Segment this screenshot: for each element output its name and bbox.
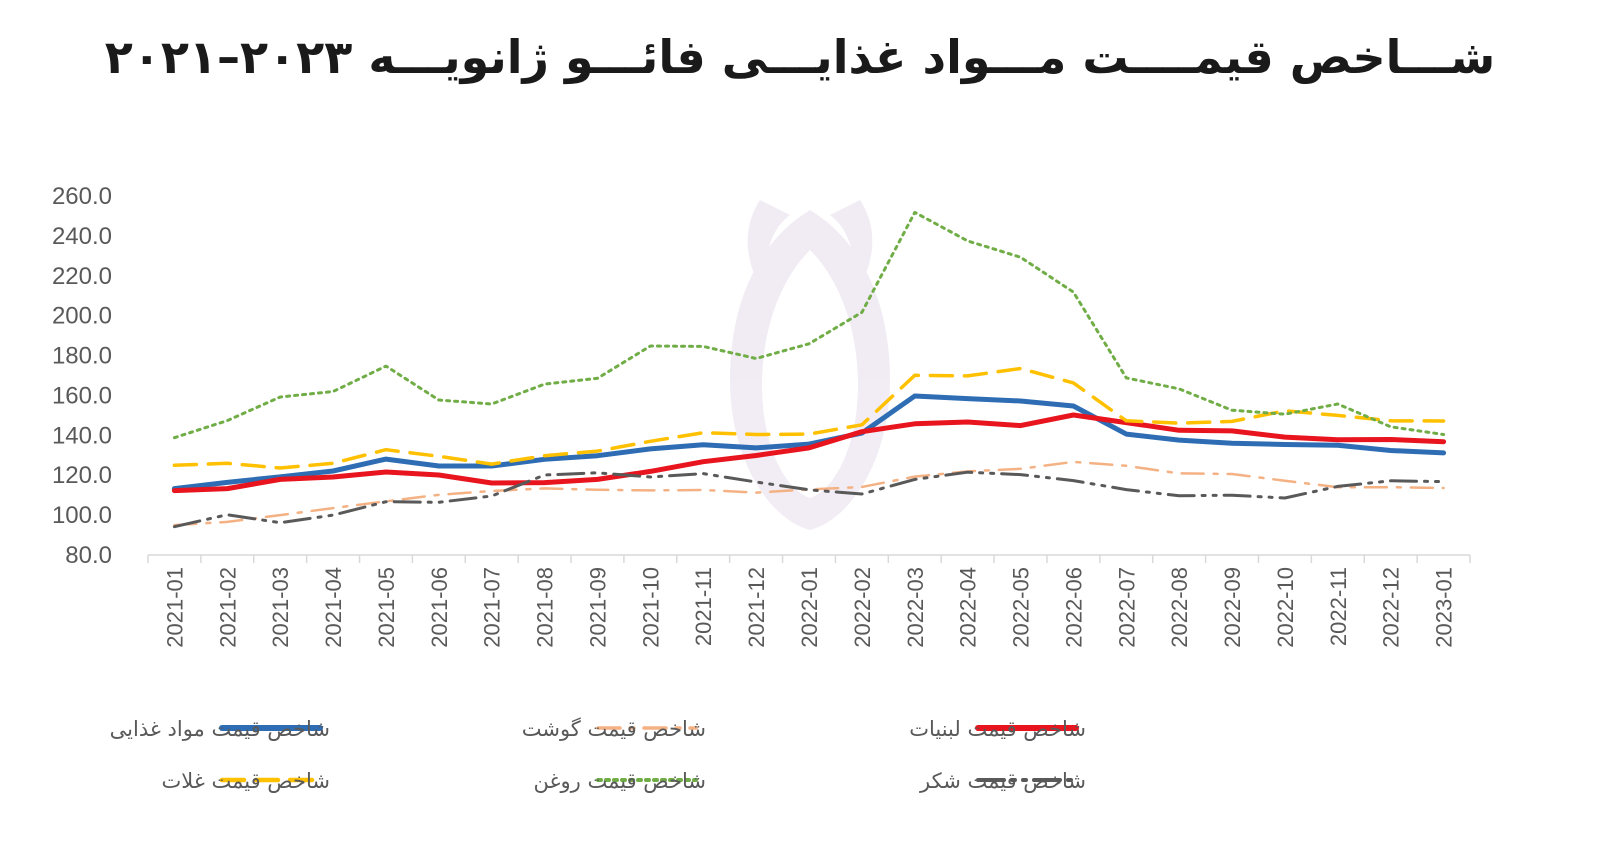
series-lines xyxy=(171,210,1447,529)
series-line-3 xyxy=(172,366,1446,470)
y-tick-label: 80.0 xyxy=(65,542,112,569)
x-tick-label: 2022-04 xyxy=(956,567,981,648)
y-tick-label: 200.0 xyxy=(52,303,112,330)
legend-label-4: شاخص قیمت روغن xyxy=(534,769,706,793)
x-tick-label: 2022-10 xyxy=(1273,567,1298,648)
x-tick-label: 2021-07 xyxy=(480,567,505,648)
y-tick-label: 260.0 xyxy=(52,183,112,210)
series-line-1 xyxy=(173,460,1445,527)
x-tick-label: 2022-05 xyxy=(1009,567,1034,648)
x-tick-label: 2021-05 xyxy=(374,567,399,648)
chart-axes xyxy=(147,554,1471,563)
y-tick-label: 140.0 xyxy=(52,422,112,449)
legend-label-3: شاخص قیمت غلات xyxy=(162,769,330,793)
x-tick-label: 2021-01 xyxy=(162,567,187,648)
chart-title: شـــاخص قیمــــت مـــواد غذایـــی فائـــ… xyxy=(104,30,1496,84)
x-tick-label: 2023-01 xyxy=(1432,567,1457,648)
x-tick-label: 2022-03 xyxy=(903,567,928,648)
legend-label-2: شاخص قیمت لبنیات xyxy=(909,717,1086,741)
legend-label-0: شاخص قیمت مواد غذایی xyxy=(110,717,330,741)
legend-label-5: شاخص قیمت شکر xyxy=(919,769,1086,793)
x-tick-label: 2021-06 xyxy=(427,567,452,648)
x-tick-label: 2021-10 xyxy=(638,567,663,648)
x-tick-label: 2022-01 xyxy=(797,567,822,648)
y-tick-label: 220.0 xyxy=(52,263,112,290)
x-tick-label: 2022-11 xyxy=(1326,567,1351,646)
x-tick-label: 2021-09 xyxy=(585,567,610,648)
legend: شاخص قیمت مواد غذایی شاخص قیمت گوشت شاخص ق… xyxy=(110,717,1086,793)
y-tick-label: 180.0 xyxy=(52,343,112,370)
x-tick-label: 2021-04 xyxy=(321,567,346,648)
x-tick-label: 2021-02 xyxy=(215,567,240,648)
x-tick-label: 2022-06 xyxy=(1061,567,1086,648)
watermark-logo xyxy=(730,200,890,530)
series-line-5 xyxy=(172,470,1446,529)
y-axis-ticks: 80.0 100.0 120.0 140.0 160.0 180.0 200.0 220.0 2… xyxy=(52,183,112,569)
series-line-0 xyxy=(171,393,1447,492)
x-tick-label: 2022-12 xyxy=(1379,567,1404,648)
y-tick-label: 160.0 xyxy=(52,382,112,409)
x-tick-label: 2022-08 xyxy=(1167,567,1192,648)
y-tick-label: 240.0 xyxy=(52,223,112,250)
x-axis-ticks: 2021-01 2021-02 2021-03 2021-04 2021-05 2021-… xyxy=(162,567,1456,648)
series-line-2 xyxy=(171,412,1447,494)
series-line-4 xyxy=(172,210,1446,440)
x-tick-label: 2022-07 xyxy=(1114,567,1139,648)
y-tick-label: 120.0 xyxy=(52,462,112,489)
x-tick-label: 2022-09 xyxy=(1220,567,1245,648)
x-tick-label: 2021-12 xyxy=(744,567,769,648)
x-tick-label: 2022-02 xyxy=(850,567,875,648)
x-tick-label: 2021-03 xyxy=(268,567,293,648)
y-tick-label: 100.0 xyxy=(52,502,112,529)
legend-label-1: شاخص قیمت گوشت xyxy=(522,717,706,741)
x-tick-label: 2021-11 xyxy=(691,567,716,646)
x-tick-label: 2021-08 xyxy=(533,567,558,648)
